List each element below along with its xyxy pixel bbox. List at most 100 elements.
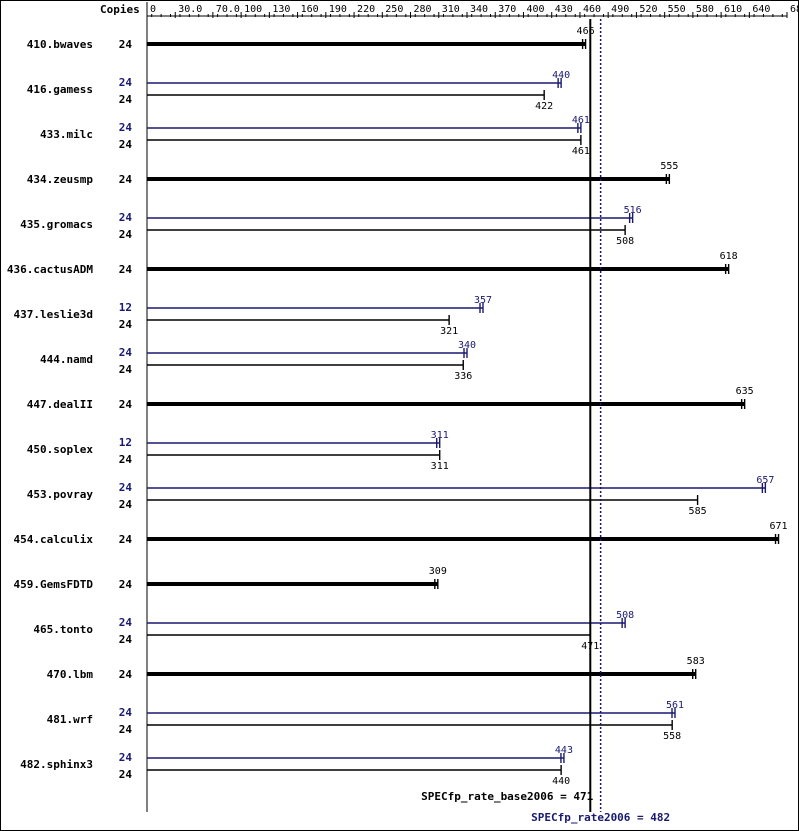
x-tick-label: 400 — [526, 4, 544, 15]
x-tick-label: 490 — [611, 4, 629, 15]
base-copies: 24 — [119, 453, 133, 466]
peak-copies: 24 — [119, 751, 133, 764]
benchmark-name: 416.gamess — [27, 83, 93, 96]
x-tick-label: 640 — [752, 4, 770, 15]
benchmark-name: 434.zeusmp — [27, 173, 94, 186]
x-tick-label: 160 — [301, 4, 319, 15]
benchmark-name: 410.bwaves — [27, 38, 93, 51]
benchmark-rows: 410.bwaves 24 466 416.gamess 24 24 440 422 433.m… — [7, 26, 788, 787]
benchmark-row-433.milc: 433.milc 24 24 461 461 — [40, 115, 590, 157]
x-tick-label: 460 — [583, 4, 601, 15]
x-tick-label: 190 — [329, 4, 347, 15]
base-value-label: 508 — [616, 236, 634, 247]
base-copies: 24 — [119, 768, 133, 781]
benchmark-name: 450.soplex — [27, 443, 94, 456]
benchmark-row-437.leslie3d: 437.leslie3d 12 24 357 321 — [14, 295, 493, 337]
base-value-label: 309 — [429, 566, 447, 577]
x-tick-label: 340 — [470, 4, 488, 15]
base-copies: 24 — [119, 38, 133, 51]
base-value-label: 618 — [720, 251, 738, 262]
benchmark-name: 481.wrf — [47, 713, 93, 726]
x-tick-label: 0 — [150, 4, 156, 15]
benchmark-row-447.dealII: 447.dealII 24 635 — [27, 386, 754, 411]
peak-value-label: 357 — [474, 295, 492, 306]
x-tick-label: 250 — [385, 4, 403, 15]
x-tick-label: 580 — [696, 4, 714, 15]
benchmark-row-416.gamess: 416.gamess 24 24 440 422 — [27, 70, 570, 112]
benchmark-name: 482.sphinx3 — [20, 758, 93, 771]
benchmark-name: 433.milc — [40, 128, 93, 141]
base-value-label: 635 — [736, 386, 754, 397]
benchmark-row-482.sphinx3: 482.sphinx3 24 24 443 440 — [20, 745, 573, 787]
base-value-label: 466 — [577, 26, 595, 37]
benchmark-row-434.zeusmp: 434.zeusmp 24 555 — [27, 161, 679, 186]
benchmark-row-454.calculix: 454.calculix 24 671 — [14, 521, 788, 546]
peak-value-label: 508 — [616, 610, 634, 621]
benchmark-name: 444.namd — [40, 353, 93, 366]
peak-copies: 12 — [119, 301, 132, 314]
x-tick-label: 70.0 — [216, 4, 240, 15]
peak-copies: 24 — [119, 706, 133, 719]
peak-value-label: 311 — [431, 430, 449, 441]
base-copies: 24 — [119, 93, 133, 106]
peak-copies: 24 — [119, 346, 133, 359]
peak-value-label: 443 — [555, 745, 573, 756]
base-copies: 24 — [119, 228, 133, 241]
benchmark-row-465.tonto: 465.tonto2424508471 — [33, 610, 634, 652]
benchmark-row-444.namd: 444.namd 24 24 340 336 — [40, 340, 476, 382]
peak-value-label: 461 — [572, 115, 590, 126]
base-value-label: 422 — [535, 101, 553, 112]
x-tick-label: 430 — [555, 4, 573, 15]
benchmark-name: 437.leslie3d — [14, 308, 93, 321]
x-tick-label: 610 — [724, 4, 742, 15]
base-value-label: 336 — [454, 371, 472, 382]
copies-header: Copies — [100, 3, 140, 16]
benchmark-row-450.soplex: 450.soplex 12 24 311 311 — [27, 430, 449, 472]
peak-value-label: 340 — [458, 340, 476, 351]
base-copies: 24 — [119, 533, 133, 546]
peak-copies: 24 — [119, 121, 133, 134]
x-tick-label: 100 — [244, 4, 262, 15]
base-summary-label: SPECfp_rate_base2006 = 471 — [421, 790, 594, 803]
benchmark-row-436.cactusADM: 436.cactusADM 24 618 — [7, 251, 738, 276]
benchmark-name: 459.GemsFDTD — [14, 578, 94, 591]
peak-summary-label: SPECfp_rate2006 = 482 — [531, 811, 670, 824]
x-tick-label: 520 — [639, 4, 657, 15]
peak-value-label: 561 — [666, 700, 684, 711]
peak-copies: 24 — [119, 481, 133, 494]
base-value-label: 321 — [440, 326, 458, 337]
base-value-label: 311 — [431, 461, 449, 472]
x-tick-label: 370 — [498, 4, 516, 15]
benchmark-name: 436.cactusADM — [7, 263, 93, 276]
base-copies: 24 — [119, 318, 133, 331]
benchmark-row-459.GemsFDTD: 459.GemsFDTD 24 309 — [14, 566, 447, 591]
benchmark-row-435.gromacs: 435.gromacs 24 24 516 508 — [20, 205, 642, 247]
base-value-label: 583 — [687, 656, 705, 667]
summary-lines: SPECfp_rate_base2006 = 471 SPECfp_rate200… — [421, 19, 670, 824]
benchmark-name: 453.povray — [27, 488, 94, 501]
x-tick-label: 280 — [414, 4, 432, 15]
benchmark-name: 447.dealII — [27, 398, 93, 411]
x-tick-label: 30.0 — [178, 4, 202, 15]
base-copies: 24 — [119, 363, 133, 376]
x-tick-label: 680 — [790, 4, 799, 15]
peak-copies: 12 — [119, 436, 132, 449]
peak-copies: 24 — [119, 616, 133, 629]
benchmark-row-453.povray: 453.povray 24 24 657 585 — [27, 475, 775, 517]
peak-value-label: 657 — [756, 475, 774, 486]
base-copies: 24 — [119, 398, 133, 411]
benchmark-name: 435.gromacs — [20, 218, 93, 231]
base-copies: 24 — [119, 578, 133, 591]
peak-value-label: 516 — [624, 205, 642, 216]
benchmark-name: 470.lbm — [47, 668, 94, 681]
benchmark-row-481.wrf: 481.wrf 24 24 561 558 — [47, 700, 684, 742]
base-copies: 24 — [119, 668, 133, 681]
peak-copies: 24 — [119, 76, 133, 89]
base-value-label: 671 — [769, 521, 787, 532]
base-copies: 24 — [119, 498, 133, 511]
x-tick-label: 220 — [357, 4, 375, 15]
benchmark-row-410.bwaves: 410.bwaves 24 466 — [27, 26, 595, 51]
base-copies: 24 — [119, 138, 133, 151]
